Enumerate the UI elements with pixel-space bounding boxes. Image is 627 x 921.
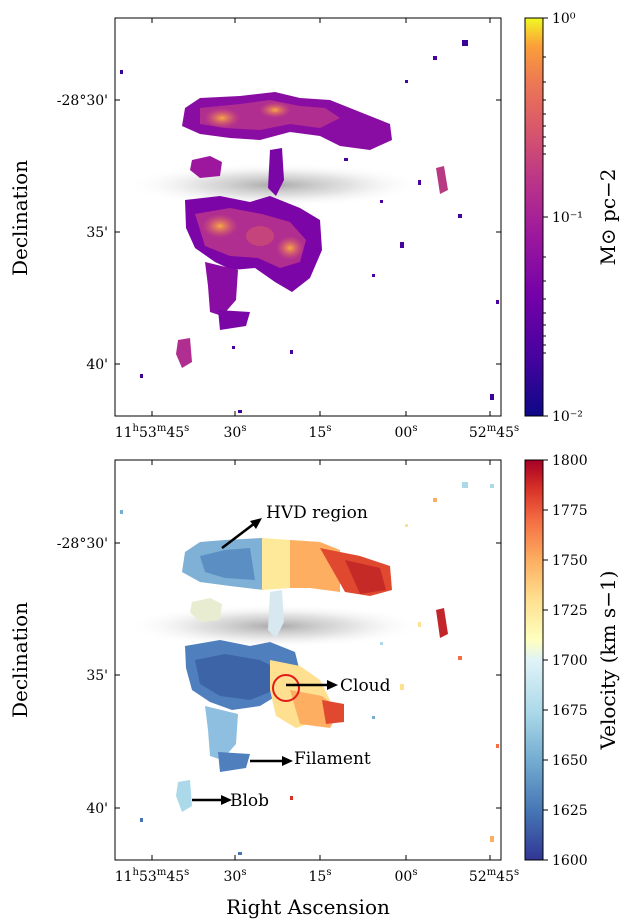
bottom-y-tick-label: -28°30' — [57, 536, 108, 552]
annotation-label: Blob — [230, 791, 269, 811]
annotation-filament: Filament — [250, 749, 371, 769]
bottom-colorbar-tick-label: 1750 — [552, 553, 588, 569]
top-x-tick-label: 11h53m45s — [115, 423, 190, 441]
bottom-x-tick-label: 52m45s — [469, 867, 519, 885]
bottom-colorbar-label: Velocity (km s−1) — [596, 571, 620, 751]
arrow-head-icon — [327, 680, 338, 690]
top-panel: -28°30' 35' 40' 11h53m45s 30s 15s 00s 52… — [8, 11, 620, 441]
top-map-image — [120, 40, 499, 413]
bottom-colorbar-tick-label: 1800 — [552, 453, 588, 469]
bottom-y-tick-label: 35' — [86, 668, 108, 684]
top-x-tick-label: 30s — [224, 423, 247, 441]
top-y-tick-label: 35' — [86, 225, 108, 241]
top-y-tick-label: 40' — [86, 357, 108, 373]
annotation-label: Cloud — [340, 676, 391, 696]
bottom-x-tick-label: 30s — [224, 867, 247, 885]
bottom-map-image — [120, 482, 499, 855]
top-colorbar — [525, 18, 543, 416]
bottom-colorbar-tick-label: 1775 — [552, 503, 588, 519]
bottom-x-tick-label: 11h53m45s — [115, 867, 190, 885]
bottom-colorbar-tick-label: 1675 — [552, 703, 588, 719]
arrow-head-icon — [282, 756, 293, 766]
annotation-label: HVD region — [266, 503, 368, 523]
bottom-y-tick-label: 40' — [86, 801, 108, 817]
bottom-panel: -28°30' 35' 40' 11h53m45s 30s 15s 00s 52… — [8, 453, 620, 919]
bottom-colorbar — [525, 460, 543, 860]
arrow-head-icon — [250, 518, 262, 529]
top-colorbar-label: M⊙ pc−2 — [596, 168, 620, 265]
bottom-colorbar-tick-label: 1600 — [552, 853, 588, 869]
bottom-colorbar-tick-label: 1650 — [552, 753, 588, 769]
top-x-tick-label: 15s — [309, 423, 332, 441]
top-y-tick-label: -28°30' — [57, 93, 108, 109]
bottom-colorbar-tick-label: 1700 — [552, 653, 588, 669]
annotation-blob: Blob — [192, 791, 269, 811]
top-x-tick-label: 00s — [395, 423, 418, 441]
top-colorbar-tick-label: 10⁰ — [552, 11, 576, 27]
top-y-axis-label: Declination — [8, 160, 32, 276]
bottom-colorbar-tick-label: 1625 — [552, 803, 588, 819]
top-x-tick-label: 52m45s — [469, 423, 519, 441]
annotation-label: Filament — [294, 749, 371, 769]
top-colorbar-tick-label: 10⁻¹ — [552, 210, 583, 226]
bottom-colorbar-ticks: 1800 1775 1750 1725 1700 1675 1650 1625 1600 — [543, 453, 588, 869]
bottom-x-tick-label: 15s — [309, 867, 332, 885]
bottom-x-tick-label: 00s — [395, 867, 418, 885]
top-colorbar-tick-label: 10⁻² — [552, 409, 583, 425]
bottom-colorbar-tick-label: 1725 — [552, 603, 588, 619]
bottom-y-axis-label: Declination — [8, 602, 32, 718]
top-colorbar-ticks — [543, 18, 548, 416]
x-axis-label: Right Ascension — [226, 895, 390, 919]
